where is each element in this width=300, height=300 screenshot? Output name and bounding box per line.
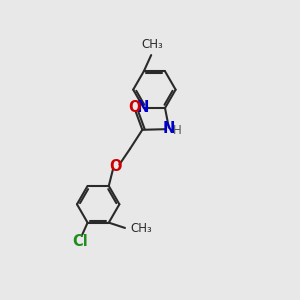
- Text: O: O: [110, 158, 122, 173]
- Text: CH₃: CH₃: [141, 38, 163, 51]
- Text: N: N: [137, 100, 149, 116]
- Text: N: N: [163, 121, 175, 136]
- Text: Cl: Cl: [72, 234, 88, 249]
- Text: CH₃: CH₃: [130, 222, 152, 235]
- Text: O: O: [128, 100, 141, 115]
- Text: H: H: [172, 124, 181, 137]
